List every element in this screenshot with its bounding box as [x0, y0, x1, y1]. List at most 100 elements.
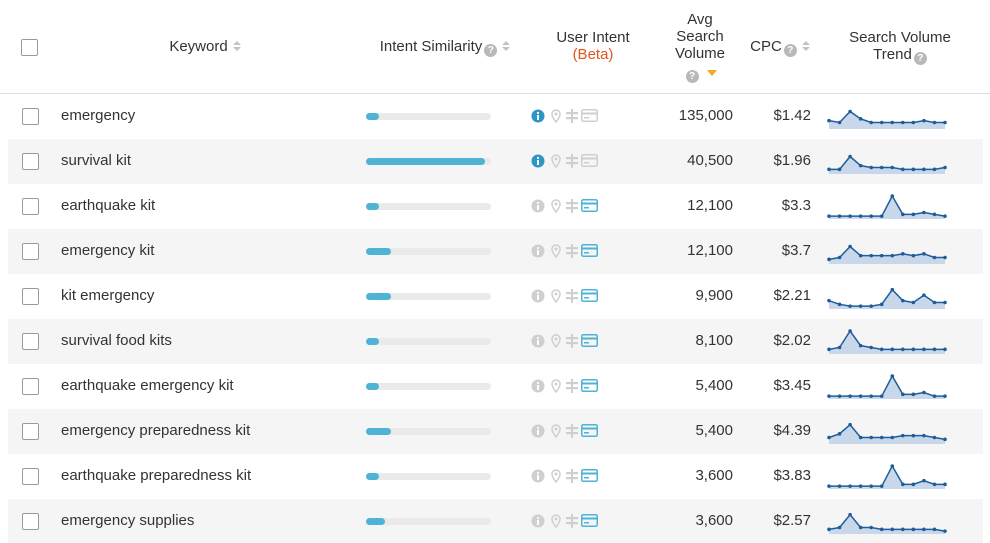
sparkline-point	[879, 302, 884, 307]
table-row[interactable]: earthquake kit 12,100 $3.3	[8, 184, 983, 229]
search-volume-cell: 9,900	[695, 287, 733, 304]
sparkline-point	[879, 253, 884, 258]
sparkline-point	[858, 117, 863, 121]
search-volume-trend-sparkline	[827, 374, 947, 399]
sparkline-point	[869, 165, 873, 170]
table-row[interactable]: emergency preparedness kit 5,400 $4.39	[8, 409, 983, 454]
sort-icon[interactable]	[232, 41, 241, 52]
sparkline-point	[879, 484, 884, 488]
sparkline-point	[869, 120, 873, 125]
sparkline-point	[890, 287, 895, 292]
intent-similarity-fill	[366, 428, 391, 435]
search-header-label: Search	[676, 28, 724, 45]
sparkline-point	[922, 478, 926, 483]
row-checkbox[interactable]	[22, 333, 39, 350]
intent-similarity-bar	[366, 293, 491, 300]
search-volume-cell: 40,500	[687, 152, 733, 169]
table-row[interactable]: kit emergency 9,900 $2.21	[8, 274, 983, 319]
sparkline-point	[901, 252, 905, 256]
info-icon	[531, 199, 545, 213]
table-row[interactable]: emergency kit 12,100 $3.7	[8, 229, 983, 274]
user-intent-icons	[531, 199, 605, 215]
table-row[interactable]: emergency 135,000 $1.42	[8, 94, 983, 139]
row-checkbox[interactable]	[22, 243, 39, 260]
row-checkbox[interactable]	[22, 513, 39, 530]
sparkline-point	[901, 482, 905, 487]
sparkline-point	[922, 390, 926, 395]
sparkline-point	[890, 464, 895, 468]
sparkline-point	[911, 253, 916, 258]
sparkline-point	[890, 435, 895, 440]
keyword-column-header[interactable]: Keyword	[150, 38, 260, 55]
table-row[interactable]: earthquake emergency kit 5,400 $3.45	[8, 364, 983, 409]
sparkline-point	[911, 347, 916, 352]
location-icon	[551, 514, 561, 528]
credit-card-icon	[581, 199, 598, 212]
sparkline-point	[858, 253, 863, 258]
intent-similarity-bar	[366, 203, 491, 210]
signpost-icon	[566, 109, 578, 123]
search-volume-trend-sparkline	[827, 244, 947, 264]
search-volume-trend-sparkline	[827, 194, 947, 219]
sparkline-point	[922, 433, 926, 438]
keyword-cell: survival kit	[61, 152, 132, 169]
sparkline-point	[943, 165, 947, 170]
location-icon	[551, 109, 561, 123]
sort-desc-icon[interactable]	[706, 70, 717, 76]
sparkline-point	[837, 432, 842, 436]
sparkline-point	[911, 482, 916, 487]
sparkline-point	[879, 347, 884, 352]
intent-similarity-bar	[366, 113, 491, 120]
help-icon[interactable]: ?	[913, 52, 927, 65]
sparkline-point	[932, 255, 937, 260]
intent-similarity-fill	[366, 158, 485, 165]
cpc-cell: $2.02	[773, 332, 811, 349]
row-checkbox[interactable]	[22, 378, 39, 395]
credit-card-icon	[581, 424, 598, 437]
help-icon[interactable]: ?	[484, 44, 498, 57]
row-checkbox[interactable]	[22, 153, 39, 170]
cpc-cell: $2.21	[773, 287, 811, 304]
intent-similarity-fill	[366, 113, 379, 120]
sort-icon[interactable]	[801, 41, 810, 52]
sparkline-point	[922, 118, 926, 123]
trend-column-header: Search Volume Trend?	[830, 29, 970, 65]
sparkline-point	[890, 120, 895, 125]
sparkline-point	[848, 394, 852, 398]
sparkline-area	[829, 289, 945, 309]
avg-search-volume-column-header[interactable]: Avg Search Volume ?	[660, 11, 740, 83]
sparkline-point	[922, 527, 926, 532]
row-checkbox[interactable]	[22, 423, 39, 440]
help-icon[interactable]: ?	[685, 70, 699, 83]
select-all-checkbox[interactable]	[21, 39, 38, 56]
sparkline-point	[901, 433, 905, 438]
row-checkbox[interactable]	[22, 288, 39, 305]
sparkline-point	[932, 394, 937, 398]
info-icon	[531, 244, 545, 258]
intent-similarity-fill	[366, 338, 379, 345]
info-icon	[531, 334, 545, 348]
sparkline-point	[922, 167, 926, 172]
signpost-icon	[566, 244, 578, 258]
user-intent-icons	[531, 424, 605, 440]
help-icon[interactable]: ?	[783, 44, 797, 57]
sort-icon[interactable]	[502, 41, 511, 52]
row-checkbox[interactable]	[22, 108, 39, 125]
search-volume-cell: 5,400	[695, 422, 733, 439]
table-row[interactable]: survival food kits 8,100 $2.02	[8, 319, 983, 364]
search-volume-trend-sparkline	[827, 287, 947, 309]
keyword-cell: kit emergency	[61, 287, 155, 304]
sparkline-point	[911, 212, 916, 217]
row-checkbox[interactable]	[22, 198, 39, 215]
cpc-cell: $1.96	[773, 152, 811, 169]
row-checkbox[interactable]	[22, 468, 39, 485]
sparkline-point	[858, 343, 863, 348]
sparkline-point	[922, 252, 926, 256]
sparkline-point	[837, 167, 842, 172]
sparkline-point	[869, 525, 873, 530]
intent-similarity-column-header[interactable]: Intent Similarity?	[360, 38, 530, 57]
table-row[interactable]: earthquake preparedness kit 3,600 $3.83	[8, 454, 983, 499]
table-row[interactable]: survival kit 40,500 $1.96	[8, 139, 983, 184]
cpc-column-header[interactable]: CPC?	[745, 38, 815, 57]
table-row[interactable]: emergency supplies 3,600 $2.57	[8, 499, 983, 543]
